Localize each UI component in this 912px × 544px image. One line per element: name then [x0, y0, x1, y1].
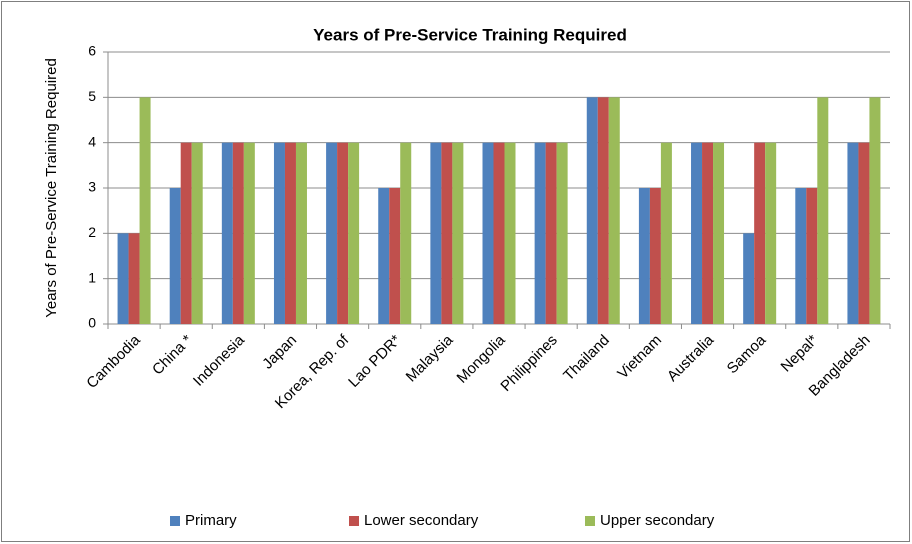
bar [243, 142, 255, 324]
bar [649, 188, 661, 324]
bar [337, 142, 349, 324]
bar [389, 188, 401, 324]
y-tick-label: 3 [88, 179, 96, 195]
bar [806, 188, 818, 324]
y-tick-label: 1 [88, 269, 96, 285]
bar [660, 142, 672, 324]
bar [295, 142, 307, 324]
bar [597, 97, 609, 324]
bar [586, 97, 598, 324]
bar [713, 142, 725, 324]
y-tick-label: 4 [88, 133, 96, 149]
bar [180, 142, 192, 324]
bar [754, 142, 766, 324]
bar [221, 142, 233, 324]
bar [545, 142, 557, 324]
bar [638, 188, 650, 324]
bar [326, 142, 338, 324]
bar [493, 142, 505, 324]
bar [191, 142, 203, 324]
bar [430, 142, 442, 324]
bar [378, 188, 390, 324]
chart-title: Years of Pre-Service Training Required [313, 25, 627, 44]
y-tick-label: 2 [88, 224, 96, 240]
bar [765, 142, 777, 324]
bar [817, 97, 829, 324]
legend-swatch [585, 516, 595, 526]
y-tick-label: 5 [88, 88, 96, 104]
bar [348, 142, 360, 324]
y-tick-label: 6 [88, 43, 96, 59]
bar [858, 142, 870, 324]
bar [482, 142, 494, 324]
legend-label: Lower secondary [364, 512, 479, 529]
bar [847, 142, 859, 324]
bar [608, 97, 620, 324]
bar [504, 142, 516, 324]
bar [743, 233, 755, 324]
bar [702, 142, 714, 324]
bar [441, 142, 453, 324]
bar [400, 142, 412, 324]
y-tick-label: 0 [88, 315, 96, 331]
bar [691, 142, 703, 324]
bar [273, 142, 285, 324]
legend-label: Primary [185, 512, 237, 529]
bar [556, 142, 568, 324]
bar [232, 142, 244, 324]
legend-swatch [349, 516, 359, 526]
y-axis-label: Years of Pre-Service Training Required [43, 58, 60, 318]
bar [117, 233, 129, 324]
bar [534, 142, 546, 324]
bar [452, 142, 464, 324]
bar [869, 97, 881, 324]
bar [139, 97, 151, 324]
bar [128, 233, 140, 324]
bar [169, 188, 181, 324]
legend-swatch [170, 516, 180, 526]
bar [284, 142, 296, 324]
bar [795, 188, 807, 324]
legend-label: Upper secondary [600, 512, 715, 529]
